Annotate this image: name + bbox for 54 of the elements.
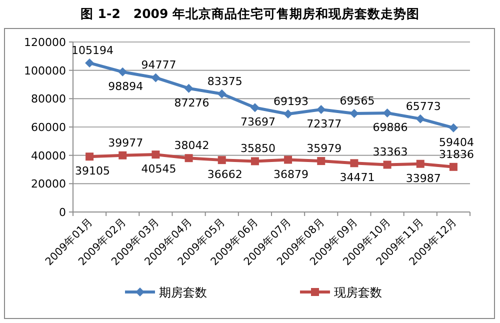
point [184, 84, 194, 93]
data-label: 69193 [274, 94, 309, 108]
point [416, 160, 424, 168]
legend-label: 现房套数 [334, 286, 382, 300]
data-label: 36662 [207, 168, 242, 182]
data-label: 40545 [141, 162, 176, 176]
data-label: 72377 [306, 117, 342, 130]
point [86, 152, 94, 161]
data-label: 105194 [72, 44, 114, 57]
y-tick-label: 0 [59, 206, 66, 219]
point [350, 159, 358, 168]
y-tick-label: 80000 [31, 92, 66, 106]
data-label: 35979 [306, 142, 342, 156]
data-label: 36879 [274, 168, 309, 181]
data-label: 33363 [372, 146, 408, 159]
legend-label: 期房套数 [159, 286, 207, 300]
data-label: 31836 [438, 148, 474, 161]
chart-title: 图 1-2 2009 年北京商品住宅可售期房和现房套数走势图 [80, 6, 420, 21]
data-label: 98894 [108, 80, 144, 93]
data-label: 38042 [174, 139, 210, 152]
data-label: 69886 [372, 120, 408, 134]
point [448, 123, 458, 132]
data-label: 94777 [141, 58, 176, 72]
y-tick-label: 120000 [24, 36, 66, 49]
data-label: 39977 [108, 136, 144, 150]
point [118, 151, 127, 160]
data-label: 65773 [406, 100, 441, 113]
point [449, 162, 458, 171]
data-label: 83375 [207, 74, 242, 88]
data-label: 59404 [438, 136, 474, 149]
point [383, 160, 392, 169]
point [284, 156, 292, 164]
point [317, 157, 326, 166]
y-tick-label: 60000 [31, 121, 66, 134]
data-label: 69565 [340, 94, 375, 108]
point [250, 157, 259, 166]
y-tick-label: 40000 [31, 149, 66, 162]
y-tick-label: 100000 [24, 64, 66, 78]
data-label: 87276 [174, 96, 210, 110]
point [250, 103, 260, 112]
data-label: 39105 [75, 164, 110, 178]
point [218, 156, 226, 164]
point [152, 150, 160, 159]
data-label: 35850 [240, 142, 276, 156]
data-label: 33987 [406, 172, 441, 185]
point [85, 58, 94, 68]
point [118, 67, 128, 76]
point [151, 73, 160, 82]
data-label: 73697 [240, 116, 276, 129]
point [416, 114, 425, 124]
point [217, 89, 226, 98]
data-label: 34471 [340, 171, 375, 184]
y-tick-label: 20000 [31, 178, 66, 191]
point [184, 154, 193, 162]
